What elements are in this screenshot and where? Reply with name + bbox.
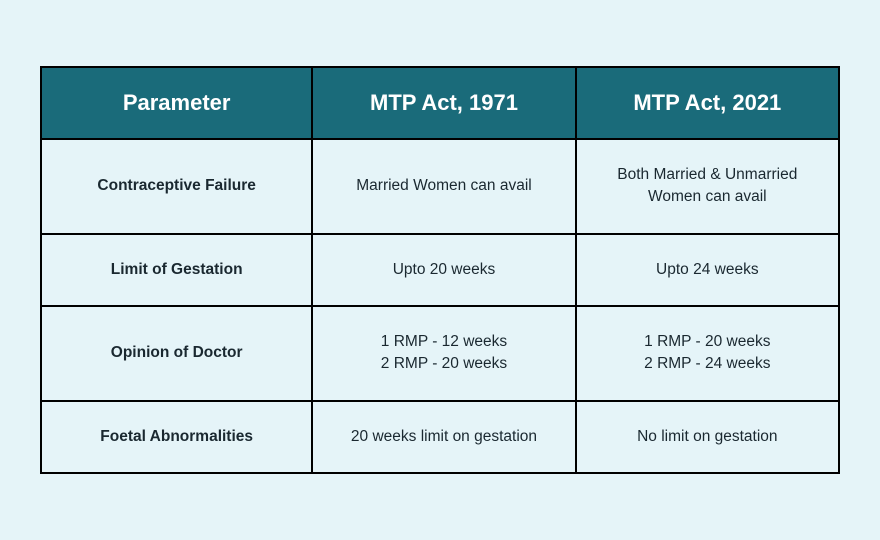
cell-1971: 20 weeks limit on gestation bbox=[312, 401, 575, 473]
header-2021: MTP Act, 2021 bbox=[576, 67, 839, 139]
cell-2021: 1 RMP - 20 weeks2 RMP - 24 weeks bbox=[576, 306, 839, 401]
cell-param: Opinion of Doctor bbox=[41, 306, 312, 401]
cell-2021: Both Married & UnmarriedWomen can avail bbox=[576, 139, 839, 234]
header-1971: MTP Act, 1971 bbox=[312, 67, 575, 139]
cell-2021: Upto 24 weeks bbox=[576, 234, 839, 306]
cell-1971: Upto 20 weeks bbox=[312, 234, 575, 306]
table-row: Contraceptive Failure Married Women can … bbox=[41, 139, 839, 234]
table-row: Foetal Abnormalities 20 weeks limit on g… bbox=[41, 401, 839, 473]
table-row: Limit of Gestation Upto 20 weeks Upto 24… bbox=[41, 234, 839, 306]
comparison-table-container: Parameter MTP Act, 1971 MTP Act, 2021 Co… bbox=[40, 66, 840, 475]
comparison-table: Parameter MTP Act, 1971 MTP Act, 2021 Co… bbox=[40, 66, 840, 475]
cell-1971: 1 RMP - 12 weeks2 RMP - 20 weeks bbox=[312, 306, 575, 401]
cell-param: Foetal Abnormalities bbox=[41, 401, 312, 473]
table-row: Opinion of Doctor 1 RMP - 12 weeks2 RMP … bbox=[41, 306, 839, 401]
table-header-row: Parameter MTP Act, 1971 MTP Act, 2021 bbox=[41, 67, 839, 139]
header-parameter: Parameter bbox=[41, 67, 312, 139]
cell-param: Contraceptive Failure bbox=[41, 139, 312, 234]
cell-2021: No limit on gestation bbox=[576, 401, 839, 473]
cell-param: Limit of Gestation bbox=[41, 234, 312, 306]
cell-1971: Married Women can avail bbox=[312, 139, 575, 234]
